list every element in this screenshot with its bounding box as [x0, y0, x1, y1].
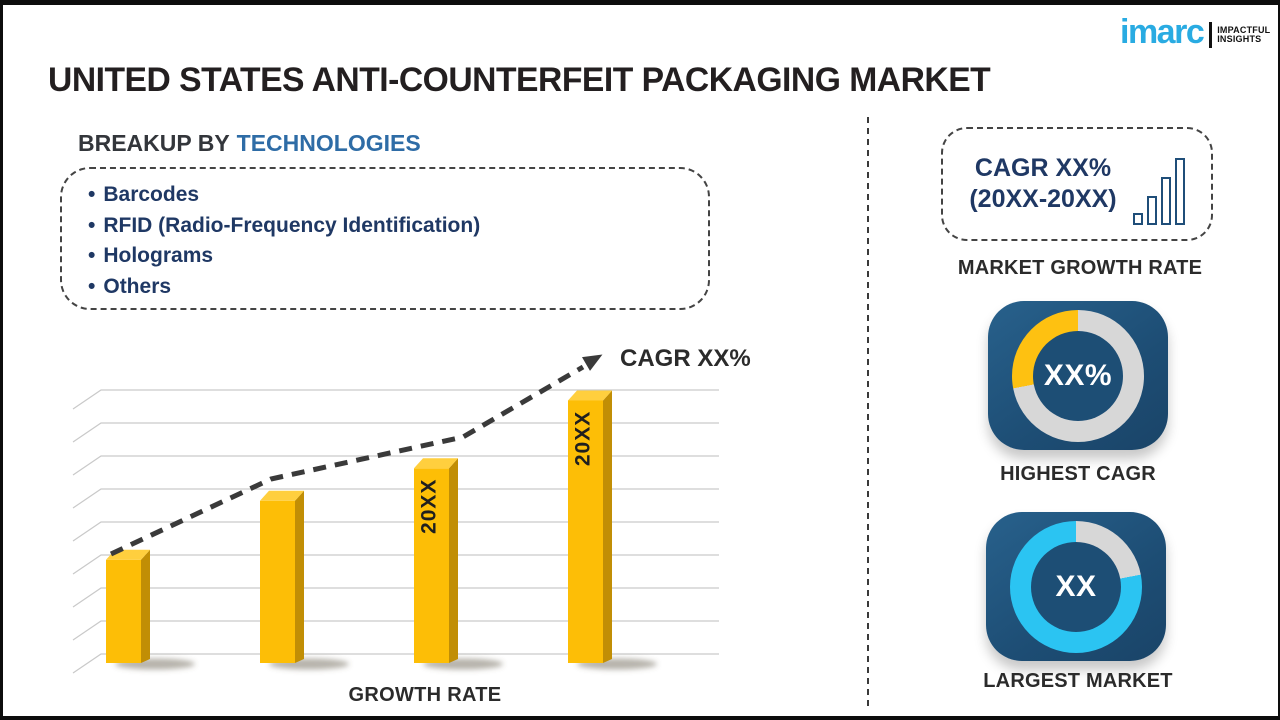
list-item: Barcodes	[88, 180, 708, 211]
bar-label: 20XX	[572, 411, 595, 466]
bar-front	[414, 468, 449, 663]
bar-top	[414, 458, 458, 469]
gridline	[72, 653, 719, 674]
imarc-logo-text: imarc	[1120, 13, 1205, 51]
trend-arrowhead	[582, 354, 603, 371]
logo-tagline: IMPACTFUL INSIGHTS	[1217, 24, 1271, 45]
highest-cagr-tile: XX%	[988, 301, 1168, 450]
breakup-heading-prefix: BREAKUP BY	[78, 130, 230, 156]
largest-market-value: XX	[1055, 569, 1097, 603]
logo-tagline-line2: INSIGHTS	[1217, 34, 1262, 44]
largest-market-donut-ring: XX	[1010, 520, 1142, 653]
highest-cagr-donut-ring: XX%	[1012, 309, 1144, 442]
gridline	[72, 422, 719, 443]
trend-line	[109, 364, 585, 557]
bar-side	[449, 458, 458, 663]
trend-annotation: CAGR XX%	[620, 345, 751, 372]
gridline	[72, 620, 719, 641]
list-item: Holograms	[88, 241, 708, 272]
gridline	[72, 554, 719, 575]
bar-side	[295, 490, 304, 663]
bar-front	[568, 400, 603, 663]
technologies-list: Barcodes RFID (Radio-Frequency Identific…	[62, 169, 708, 302]
logo-divider	[1209, 22, 1213, 48]
largest-market-label: LARGEST MARKET	[983, 670, 1173, 692]
list-item: Others	[88, 272, 708, 303]
growth-rate-chart: 20XX 20XX	[72, 354, 719, 674]
highest-cagr-label: HIGHEST CAGR	[1000, 463, 1156, 485]
market-growth-rate-label: MARKET GROWTH RATE	[957, 257, 1203, 279]
bar-label: 20XX	[418, 479, 441, 534]
growth-box-line1: CAGR XX%	[974, 154, 1112, 182]
breakup-heading: BREAKUP BY TECHNOLOGIES	[78, 130, 421, 157]
gridline	[72, 488, 719, 509]
largest-market-donut-hole: XX	[1031, 541, 1121, 632]
bar-front	[260, 500, 295, 663]
gridline	[72, 455, 719, 476]
bar-front	[106, 559, 141, 663]
highest-cagr-donut-hole: XX%	[1033, 330, 1123, 421]
technologies-box: Barcodes RFID (Radio-Frequency Identific…	[60, 167, 710, 310]
market-growth-rate-box: CAGR XX% (20XX-20XX)	[941, 127, 1213, 241]
bar-chart-icon	[1132, 157, 1185, 225]
page-title: UNITED STATES ANTI-COUNTERFEIT PACKAGING…	[48, 61, 991, 99]
imarc-logo: imarc IMPACTFUL INSIGHTS	[1120, 13, 1270, 49]
logo-tagline-line1: IMPACTFUL	[1217, 24, 1271, 35]
bar-top	[568, 390, 612, 401]
largest-market-tile: XX	[986, 512, 1166, 661]
x-axis-label: GROWTH RATE	[348, 684, 502, 706]
breakup-heading-highlight: TECHNOLOGIES	[236, 130, 421, 156]
bar-top	[260, 490, 304, 501]
highest-cagr-value: XX%	[1043, 358, 1113, 392]
section-divider	[867, 117, 869, 707]
growth-box-line2: (20XX-20XX)	[969, 185, 1117, 213]
gridline	[72, 389, 719, 410]
list-item: RFID (Radio-Frequency Identification)	[88, 211, 708, 242]
growth-box-text: CAGR XX% (20XX-20XX)	[969, 153, 1116, 215]
gridline	[72, 521, 719, 542]
bar-side	[141, 549, 150, 663]
bar-side	[603, 390, 612, 663]
gridline	[72, 587, 719, 608]
